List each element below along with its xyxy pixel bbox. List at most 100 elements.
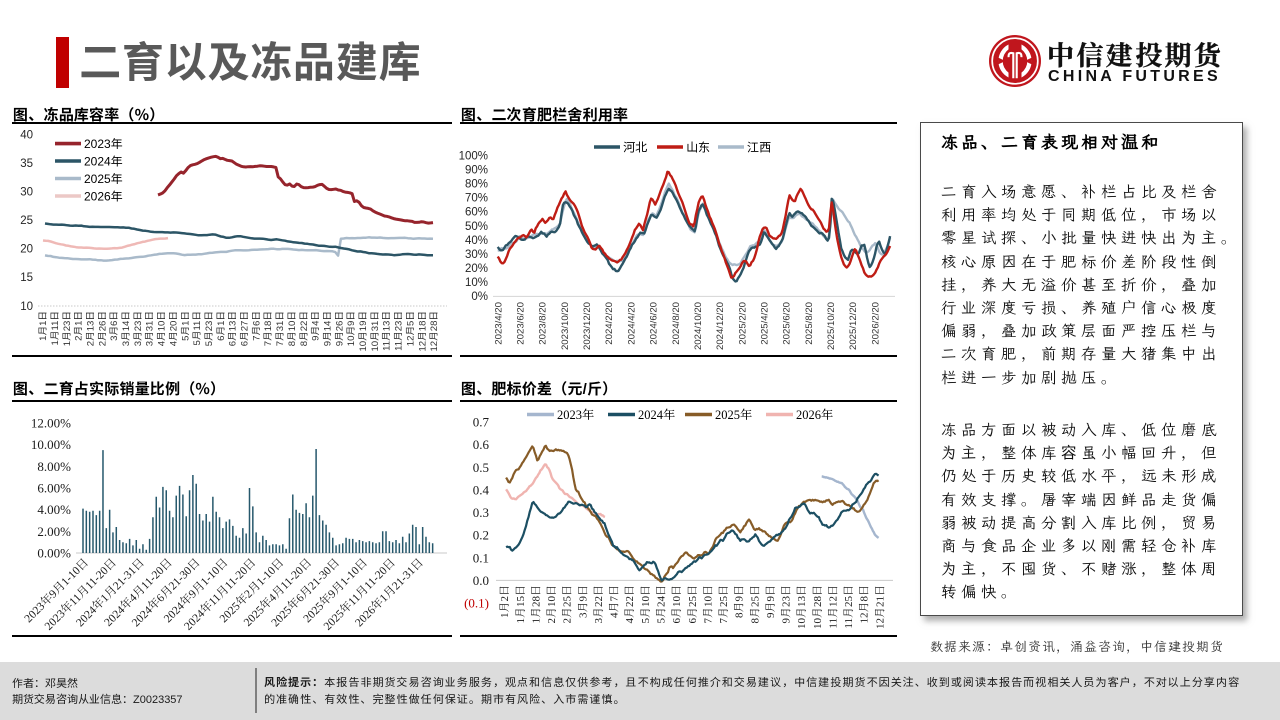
svg-text:10月9日: 10月9日 (343, 311, 357, 346)
svg-text:11月25日: 11月25日 (840, 585, 856, 629)
svg-text:1月15日: 1月15日 (512, 585, 528, 624)
svg-text:(0.1): (0.1) (464, 593, 489, 612)
svg-text:6月10日: 6月10日 (668, 585, 684, 624)
svg-text:4.00%: 4.00% (37, 499, 71, 518)
svg-text:5月11日: 5月11日 (189, 311, 203, 345)
svg-text:30%: 30% (465, 246, 488, 262)
svg-text:20: 20 (20, 241, 33, 257)
svg-text:0.3: 0.3 (473, 502, 489, 521)
svg-text:2024年: 2024年 (84, 152, 124, 169)
svg-text:0.0: 0.0 (473, 570, 489, 589)
svg-text:4月20日: 4月20日 (165, 311, 179, 346)
svg-text:6月25日: 6月25日 (684, 585, 700, 624)
svg-text:5月1日: 5月1日 (177, 311, 191, 341)
svg-text:江西: 江西 (747, 138, 771, 155)
svg-text:2023年: 2023年 (557, 405, 595, 423)
svg-text:10月31日: 10月31日 (367, 311, 381, 352)
svg-text:7月31日: 7月31日 (272, 311, 286, 346)
svg-text:2月26日: 2月26日 (94, 311, 108, 346)
svg-text:11月12日: 11月12日 (824, 585, 840, 629)
svg-text:1月2日: 1月2日 (496, 585, 512, 618)
svg-text:2023/10/20: 2023/10/20 (557, 302, 571, 350)
svg-text:4月7日: 4月7日 (606, 585, 622, 618)
svg-text:12月8日: 12月8日 (856, 585, 872, 624)
svg-text:2月1日: 2月1日 (71, 311, 85, 341)
svg-text:10: 10 (20, 298, 33, 314)
svg-text:8月22日: 8月22日 (296, 311, 310, 346)
svg-text:0.5: 0.5 (473, 457, 489, 476)
svg-text:河北: 河北 (623, 138, 647, 155)
svg-text:2025/6/20: 2025/6/20 (779, 302, 793, 345)
svg-text:12.00%: 12.00% (31, 413, 71, 432)
svg-text:0.2: 0.2 (473, 525, 489, 544)
svg-text:6.00%: 6.00% (37, 478, 71, 497)
svg-text:2025/2/20: 2025/2/20 (734, 302, 748, 345)
svg-text:50%: 50% (465, 218, 488, 234)
svg-text:2024/12/20: 2024/12/20 (712, 302, 726, 350)
svg-text:2024/10/20: 2024/10/20 (690, 302, 704, 350)
svg-text:80%: 80% (465, 176, 488, 192)
svg-text:60%: 60% (465, 204, 488, 220)
svg-text:2023/6/20: 2023/6/20 (513, 302, 527, 345)
svg-text:2025年: 2025年 (715, 405, 753, 423)
svg-text:10%: 10% (465, 274, 488, 290)
svg-text:2026年: 2026年 (84, 187, 124, 204)
svg-text:2024/4/20: 2024/4/20 (623, 302, 637, 345)
svg-text:2月25日: 2月25日 (559, 585, 575, 624)
svg-text:12月28日: 12月28日 (426, 311, 440, 352)
svg-text:8.00%: 8.00% (37, 456, 71, 475)
svg-text:0.4: 0.4 (473, 479, 490, 498)
svg-text:3月23日: 3月23日 (130, 311, 144, 346)
svg-text:2025/4/20: 2025/4/20 (756, 302, 770, 345)
svg-text:山东: 山东 (686, 138, 710, 155)
svg-text:1月11日: 1月11日 (47, 311, 61, 345)
svg-text:6月13日: 6月13日 (225, 311, 239, 346)
svg-text:10月13日: 10月13日 (793, 585, 809, 629)
svg-text:6月27日: 6月27日 (237, 311, 251, 346)
svg-text:0.6: 0.6 (473, 434, 490, 453)
svg-text:3月31日: 3月31日 (142, 311, 156, 346)
svg-text:4月10日: 4月10日 (154, 311, 168, 346)
svg-text:7月18日: 7月18日 (260, 311, 274, 346)
svg-text:12月18日: 12月18日 (414, 311, 428, 352)
svg-text:100%: 100% (459, 147, 488, 163)
svg-text:0.00%: 0.00% (37, 543, 71, 562)
svg-text:2月13日: 2月13日 (83, 311, 97, 346)
svg-text:4月22日: 4月22日 (621, 585, 637, 624)
svg-text:10.00%: 10.00% (31, 434, 71, 453)
svg-text:2025年: 2025年 (84, 170, 124, 187)
svg-text:3月22日: 3月22日 (590, 585, 606, 624)
svg-text:3月9日: 3月9日 (574, 585, 590, 618)
svg-text:30: 30 (20, 184, 33, 200)
svg-text:35: 35 (20, 155, 33, 171)
svg-text:1月23日: 1月23日 (59, 311, 73, 346)
svg-text:10月19日: 10月19日 (355, 311, 369, 352)
svg-text:9月26日: 9月26日 (331, 311, 345, 346)
svg-text:5月23日: 5月23日 (201, 311, 215, 346)
svg-text:12月21日: 12月21日 (871, 585, 887, 629)
svg-text:12月5日: 12月5日 (402, 311, 416, 346)
svg-text:2026/2/20: 2026/2/20 (867, 302, 881, 345)
svg-text:9月23日: 9月23日 (778, 585, 794, 624)
svg-text:2024/8/20: 2024/8/20 (668, 302, 682, 345)
svg-text:2025/12/20: 2025/12/20 (845, 302, 859, 350)
svg-text:10月28日: 10月28日 (809, 585, 825, 629)
svg-text:2023年: 2023年 (84, 135, 124, 152)
svg-text:2025/10/20: 2025/10/20 (823, 302, 837, 350)
svg-text:2025/8/20: 2025/8/20 (801, 302, 815, 345)
svg-text:2024/6/20: 2024/6/20 (646, 302, 660, 345)
svg-text:7月6日: 7月6日 (248, 311, 262, 341)
svg-text:3月14日: 3月14日 (118, 311, 132, 346)
svg-text:11月23日: 11月23日 (391, 311, 405, 351)
svg-text:11月13日: 11月13日 (379, 311, 393, 351)
svg-text:90%: 90% (465, 161, 488, 177)
svg-text:6月1日: 6月1日 (213, 311, 227, 341)
svg-text:70%: 70% (465, 190, 488, 206)
svg-text:25: 25 (20, 212, 33, 228)
svg-text:7月10日: 7月10日 (699, 585, 715, 624)
svg-text:7月25日: 7月25日 (715, 585, 731, 624)
svg-text:8月10日: 8月10日 (284, 311, 298, 346)
svg-text:1月28日: 1月28日 (528, 585, 544, 624)
svg-text:15: 15 (20, 269, 33, 285)
svg-text:40%: 40% (465, 232, 488, 248)
